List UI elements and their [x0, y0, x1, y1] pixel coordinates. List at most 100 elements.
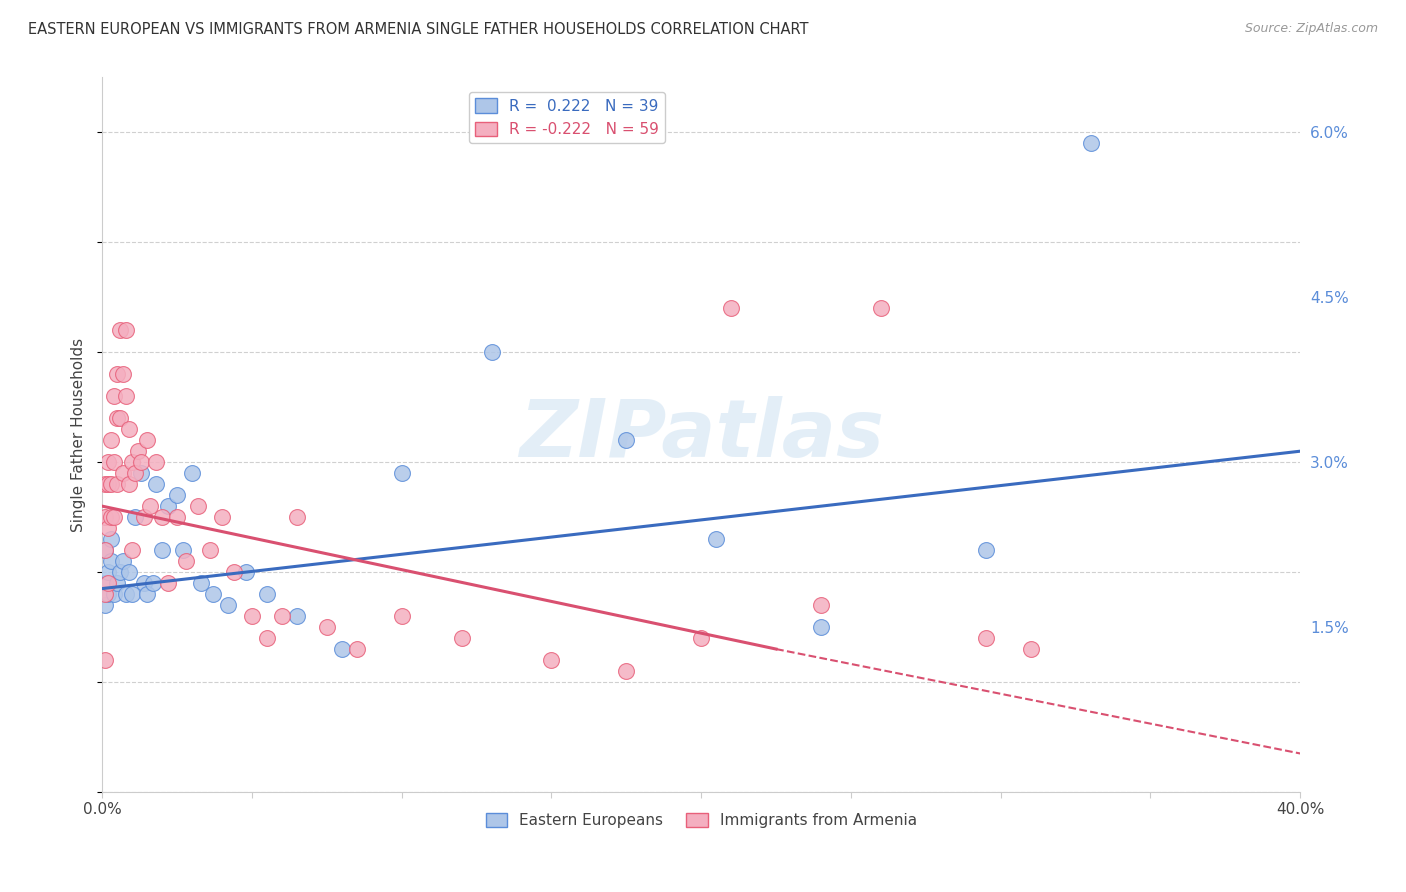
Point — [100, 554, 122, 568]
Point — [202, 587, 225, 601]
Text: Source: ZipAtlas.com: Source: ZipAtlas.com — [1244, 22, 1378, 36]
Point — [285, 609, 308, 624]
Point — [614, 433, 637, 447]
Point — [330, 642, 353, 657]
Point — [704, 532, 727, 546]
Point — [285, 510, 308, 524]
Y-axis label: Single Father Households: Single Father Households — [72, 338, 86, 532]
Point — [222, 565, 245, 579]
Point — [129, 466, 152, 480]
Point — [145, 455, 167, 469]
Point — [97, 521, 120, 535]
Point — [103, 389, 125, 403]
Text: ZIPatlas: ZIPatlas — [519, 396, 884, 474]
Point — [108, 411, 131, 425]
Point — [391, 466, 413, 480]
Point — [540, 653, 562, 667]
Point — [124, 510, 146, 524]
Point — [174, 554, 197, 568]
Point — [121, 543, 143, 558]
Point — [450, 631, 472, 645]
Point — [256, 587, 278, 601]
Point — [100, 510, 122, 524]
Point — [118, 477, 141, 491]
Point — [112, 368, 135, 382]
Point — [94, 587, 117, 601]
Point — [271, 609, 294, 624]
Point — [1080, 136, 1102, 151]
Point — [121, 455, 143, 469]
Point — [481, 345, 503, 359]
Point — [94, 477, 117, 491]
Point — [103, 510, 125, 524]
Point — [134, 510, 156, 524]
Point — [94, 576, 117, 591]
Point — [100, 433, 122, 447]
Point — [217, 598, 239, 612]
Point — [100, 477, 122, 491]
Point — [235, 565, 257, 579]
Point — [121, 587, 143, 601]
Point — [720, 301, 742, 316]
Point — [256, 631, 278, 645]
Point — [240, 609, 263, 624]
Point — [115, 587, 138, 601]
Point — [94, 510, 117, 524]
Point — [103, 455, 125, 469]
Point — [150, 543, 173, 558]
Point — [112, 554, 135, 568]
Point — [105, 576, 128, 591]
Point — [118, 565, 141, 579]
Point — [172, 543, 194, 558]
Point — [614, 664, 637, 678]
Point — [1019, 642, 1042, 657]
Point — [108, 565, 131, 579]
Point — [94, 543, 117, 558]
Point — [136, 433, 159, 447]
Point — [103, 587, 125, 601]
Point — [315, 620, 337, 634]
Point — [810, 620, 832, 634]
Point — [97, 455, 120, 469]
Point — [97, 477, 120, 491]
Point — [181, 466, 204, 480]
Point — [108, 323, 131, 337]
Point — [211, 510, 233, 524]
Point — [105, 368, 128, 382]
Point — [124, 466, 146, 480]
Point — [115, 323, 138, 337]
Legend: Eastern Europeans, Immigrants from Armenia: Eastern Europeans, Immigrants from Armen… — [479, 806, 922, 834]
Point — [134, 576, 156, 591]
Point — [129, 455, 152, 469]
Point — [810, 598, 832, 612]
Point — [150, 510, 173, 524]
Point — [974, 543, 997, 558]
Point — [346, 642, 368, 657]
Point — [157, 576, 180, 591]
Point — [198, 543, 221, 558]
Point — [974, 631, 997, 645]
Point — [100, 532, 122, 546]
Point — [105, 411, 128, 425]
Point — [118, 422, 141, 436]
Point — [94, 598, 117, 612]
Point — [105, 477, 128, 491]
Point — [157, 499, 180, 513]
Point — [187, 499, 209, 513]
Point — [94, 653, 117, 667]
Point — [166, 488, 188, 502]
Point — [112, 466, 135, 480]
Point — [145, 477, 167, 491]
Point — [97, 565, 120, 579]
Text: EASTERN EUROPEAN VS IMMIGRANTS FROM ARMENIA SINGLE FATHER HOUSEHOLDS CORRELATION: EASTERN EUROPEAN VS IMMIGRANTS FROM ARME… — [28, 22, 808, 37]
Point — [94, 543, 117, 558]
Point — [97, 576, 120, 591]
Point — [139, 499, 162, 513]
Point — [166, 510, 188, 524]
Point — [142, 576, 165, 591]
Point — [391, 609, 413, 624]
Point — [136, 587, 159, 601]
Point — [190, 576, 212, 591]
Point — [115, 389, 138, 403]
Point — [870, 301, 893, 316]
